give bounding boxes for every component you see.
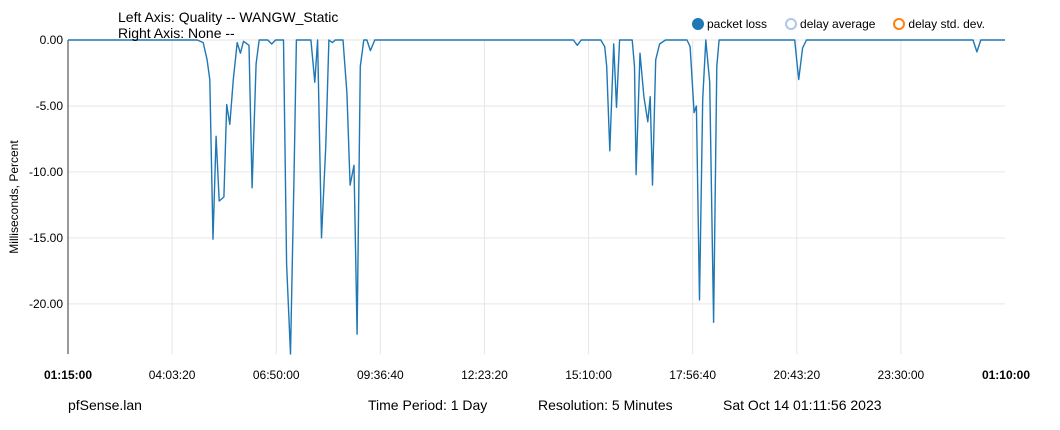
legend-label: packet loss xyxy=(707,17,768,31)
y-tick-label: -20.00 xyxy=(29,297,63,311)
legend: packet loss delay average delay std. dev… xyxy=(692,17,1003,31)
x-tick-label: 23:30:00 xyxy=(878,368,925,382)
x-tick-label: 09:36:40 xyxy=(357,368,404,382)
y-tick-labels: 0.00 -5.00 -10.00 -15.00 -20.00 xyxy=(29,33,63,311)
legend-item-packet-loss[interactable]: packet loss xyxy=(692,17,767,31)
legend-label: delay average xyxy=(800,17,876,31)
footer-resolution: Resolution: 5 Minutes xyxy=(538,397,673,413)
y-tick-label: -15.00 xyxy=(29,231,63,245)
x-tick-label: 04:03:20 xyxy=(149,368,196,382)
left-axis-title: Left Axis: Quality -- WANGW_Static xyxy=(118,9,339,25)
y-tick-label: -10.00 xyxy=(29,165,63,179)
x-tick-label: 20:43:20 xyxy=(773,368,820,382)
x-tick-label: 01:10:00 xyxy=(982,368,1030,382)
series-line-packet-loss xyxy=(68,39,1005,355)
x-tick-label: 15:10:00 xyxy=(565,368,612,382)
x-tick-label: 06:50:00 xyxy=(253,368,300,382)
grid-lines xyxy=(68,39,1005,354)
legend-swatch-icon xyxy=(692,18,704,30)
y-axis-label: Milliseconds, Percent xyxy=(7,140,21,254)
x-tick-label: 01:15:00 xyxy=(44,368,92,382)
footer-host: pfSense.lan xyxy=(68,397,142,413)
right-axis-title: Right Axis: None -- xyxy=(118,25,235,41)
x-tick-labels: 01:15:00 04:03:20 06:50:00 09:36:40 12:23:20… xyxy=(44,368,1030,382)
y-tick-label: 0.00 xyxy=(40,33,64,47)
x-tick-label: 12:23:20 xyxy=(461,368,508,382)
x-tick-label: 17:56:40 xyxy=(669,368,716,382)
series-layer xyxy=(68,39,1005,355)
y-tick-label: -5.00 xyxy=(36,99,64,113)
footer-time-period: Time Period: 1 Day xyxy=(368,397,488,413)
legend-item-delay-std-dev[interactable]: delay std. dev. xyxy=(893,17,985,31)
legend-label: delay std. dev. xyxy=(908,17,985,31)
legend-item-delay-average[interactable]: delay average xyxy=(785,17,875,31)
footer-timestamp: Sat Oct 14 01:11:56 2023 xyxy=(723,397,882,413)
legend-swatch-icon xyxy=(785,18,798,30)
legend-swatch-icon xyxy=(893,18,906,30)
